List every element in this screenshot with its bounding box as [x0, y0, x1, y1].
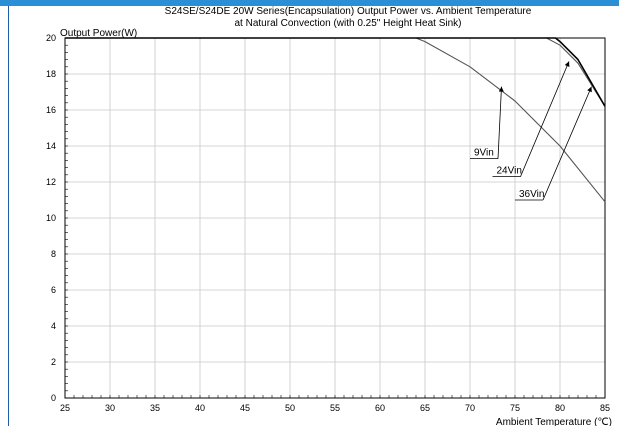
y-tick-label: 2: [51, 357, 56, 367]
series-layer: [65, 37, 606, 203]
x-tick-label: 25: [60, 403, 70, 413]
y-tick-label: 0: [51, 393, 56, 403]
y-tick-label: 10: [46, 213, 56, 223]
callout-label-36vin: 36Vin: [519, 189, 544, 200]
x-tick-label: 55: [330, 403, 340, 413]
y-axis-label: Output Power(W): [60, 28, 137, 39]
tick-label-layer: 25 30 35 40 45 50 55 60 65 70 75 80 85 0 2 4 6 8 10 12 14 16 1…: [46, 33, 610, 413]
x-tick-label: 70: [465, 403, 475, 413]
top-color-band: [0, 0, 619, 6]
y-tick-label: 16: [46, 105, 56, 115]
x-tick-label: 60: [375, 403, 385, 413]
series-line-36vin: [65, 37, 606, 107]
callout-leader: [542, 86, 592, 201]
y-tick-label: 20: [46, 33, 56, 43]
chart-title: S24SE/S24DE 20W Series(Encapsulation) Ou…: [165, 6, 532, 17]
x-tick-label: 75: [510, 403, 520, 413]
callout-leader: [520, 61, 570, 177]
callout-arrowhead: [587, 86, 592, 93]
left-border-rule: [8, 6, 9, 426]
x-tick-label: 45: [240, 403, 250, 413]
y-tick-label: 8: [51, 249, 56, 259]
callout-leader: [497, 86, 502, 159]
callout-arrowhead: [564, 61, 570, 67]
y-tick-label: 4: [51, 321, 56, 331]
y-tick-label: 12: [46, 177, 56, 187]
callout-arrowhead: [498, 86, 504, 92]
callout-label-24vin: 24Vin: [497, 166, 522, 177]
chart-subtitle: at Natural Convection (with 0.25" Height…: [235, 18, 462, 29]
x-tick-label: 80: [555, 403, 565, 413]
grid-layer: [65, 38, 605, 398]
x-axis-label: Ambient Temperature (℃): [496, 417, 612, 426]
y-tick-label: 14: [46, 141, 56, 151]
callout-label-9vin: 9Vin: [474, 148, 494, 159]
x-tick-label: 65: [420, 403, 430, 413]
x-tick-label: 85: [600, 403, 610, 413]
y-tick-label: 18: [46, 69, 56, 79]
x-tick-label: 50: [285, 403, 295, 413]
y-tick-label: 6: [51, 285, 56, 295]
x-tick-label: 40: [195, 403, 205, 413]
x-tick-label: 30: [105, 403, 115, 413]
x-tick-label: 35: [150, 403, 160, 413]
